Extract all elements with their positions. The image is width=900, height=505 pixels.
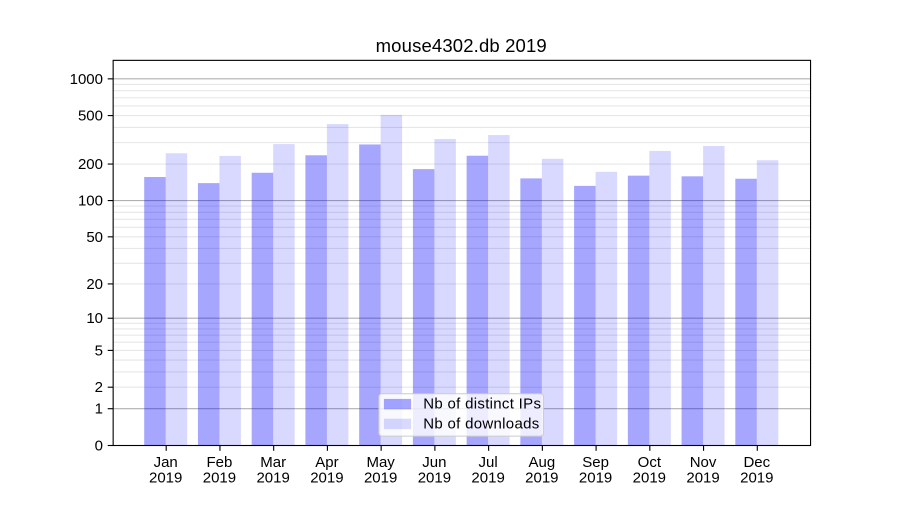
svg-text:Nb of downloads: Nb of downloads (423, 416, 539, 433)
svg-text:Oct: Oct (638, 454, 662, 471)
svg-text:Apr: Apr (315, 454, 338, 471)
svg-text:Jun: Jun (422, 454, 446, 471)
svg-text:May: May (366, 454, 395, 471)
svg-text:20: 20 (86, 276, 103, 293)
svg-text:2: 2 (95, 379, 103, 396)
svg-text:Jan: Jan (154, 454, 178, 471)
svg-text:Nb of distinct IPs: Nb of distinct IPs (423, 396, 541, 413)
svg-text:200: 200 (78, 156, 103, 173)
svg-text:2019: 2019 (149, 470, 182, 487)
svg-text:2019: 2019 (471, 470, 504, 487)
svg-text:1: 1 (95, 401, 103, 418)
svg-text:2019: 2019 (364, 470, 397, 487)
svg-text:mouse4302.db 2019: mouse4302.db 2019 (376, 35, 547, 56)
svg-text:1000: 1000 (70, 71, 103, 88)
svg-text:50: 50 (86, 229, 103, 246)
svg-text:500: 500 (78, 108, 103, 125)
svg-text:2019: 2019 (633, 470, 666, 487)
svg-text:Jul: Jul (479, 454, 498, 471)
svg-text:2019: 2019 (686, 470, 719, 487)
svg-text:Aug: Aug (528, 454, 555, 471)
svg-text:Mar: Mar (260, 454, 286, 471)
svg-text:2019: 2019 (579, 470, 612, 487)
svg-text:2019: 2019 (525, 470, 558, 487)
svg-text:Feb: Feb (207, 454, 233, 471)
svg-text:Nov: Nov (690, 454, 717, 471)
svg-text:Sep: Sep (582, 454, 609, 471)
svg-text:2019: 2019 (310, 470, 343, 487)
svg-text:100: 100 (78, 193, 103, 210)
svg-text:2019: 2019 (418, 470, 451, 487)
svg-text:2019: 2019 (203, 470, 236, 487)
svg-text:5: 5 (95, 342, 103, 359)
svg-text:2019: 2019 (256, 470, 289, 487)
svg-text:Dec: Dec (743, 454, 770, 471)
svg-text:2019: 2019 (740, 470, 773, 487)
svg-text:0: 0 (95, 438, 103, 455)
svg-text:10: 10 (86, 310, 103, 327)
